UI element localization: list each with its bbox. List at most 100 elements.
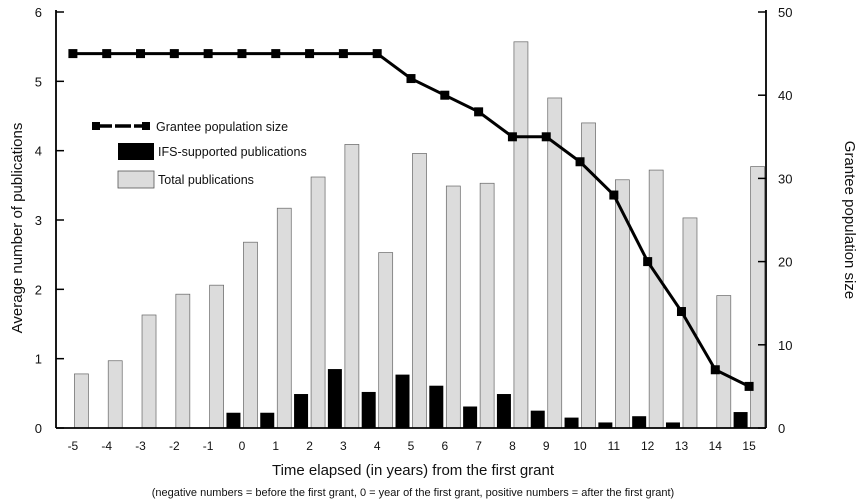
bar-total--4 xyxy=(107,360,123,429)
bar-total-8 xyxy=(513,41,529,429)
marker-grantee-population-11 xyxy=(609,190,619,200)
x-tick-label-8: 8 xyxy=(509,439,516,453)
y2-tick-label-50: 50 xyxy=(778,5,792,20)
marker-grantee-population--5 xyxy=(68,49,78,59)
x-axis-label: Time elapsed (in years) from the first g… xyxy=(272,462,555,479)
marker-grantee-population--3 xyxy=(136,49,146,59)
legend-line-marker-left xyxy=(92,122,100,130)
x-tick-label-1: 1 xyxy=(272,439,279,453)
bar-total--2 xyxy=(175,293,191,429)
y-tick-label-0: 0 xyxy=(35,421,42,436)
marker-grantee-population-5 xyxy=(406,74,416,84)
bar-ifs-6 xyxy=(429,385,444,428)
bar-total-14 xyxy=(716,295,732,429)
bar-total-4 xyxy=(378,252,394,429)
x-tick-label-11: 11 xyxy=(608,439,621,453)
x-tick-label--1: -1 xyxy=(203,439,214,453)
x-tick-label-7: 7 xyxy=(475,439,482,453)
bar-ifs-0 xyxy=(226,412,241,428)
y-axis-label: Average number of publications xyxy=(9,123,26,334)
y-tick-label-3: 3 xyxy=(35,213,42,228)
bar-ifs-1 xyxy=(260,412,275,428)
x-axis-note: (negative numbers = before the first gra… xyxy=(152,487,674,499)
y2-tick-label-10: 10 xyxy=(778,338,792,353)
bar-ifs-13 xyxy=(665,422,680,428)
bar-ifs-7 xyxy=(463,406,478,428)
marker-grantee-population-9 xyxy=(541,132,551,142)
bar-total-1 xyxy=(276,207,292,429)
bar-total-7 xyxy=(479,182,495,429)
bar-ifs-15 xyxy=(733,412,748,428)
legend-line-marker-right xyxy=(142,122,150,130)
legend-label-grantee-population: Grantee population size xyxy=(156,120,288,134)
marker-grantee-population-0 xyxy=(237,49,247,59)
x-tick-label--2: -2 xyxy=(169,439,180,453)
x-tick-label-6: 6 xyxy=(441,439,448,453)
bar-ifs-11 xyxy=(598,422,613,428)
marker-grantee-population-2 xyxy=(305,49,315,59)
y-tick-label-6: 6 xyxy=(35,5,42,20)
legend-swatch-ifs-supported xyxy=(118,143,154,160)
legend-swatch-total xyxy=(117,170,155,189)
bar-total-13 xyxy=(682,217,698,429)
marker-grantee-population-3 xyxy=(338,49,348,59)
x-tick-label--3: -3 xyxy=(135,439,146,453)
marker-grantee-population--4 xyxy=(102,49,112,59)
x-tick-label-0: 0 xyxy=(239,439,246,453)
x-tick-label-12: 12 xyxy=(641,439,655,453)
x-tick-label-2: 2 xyxy=(306,439,313,453)
bar-total-5 xyxy=(412,153,427,429)
bar-total-0 xyxy=(243,241,258,429)
marker-grantee-population-1 xyxy=(271,49,281,59)
x-tick-label-10: 10 xyxy=(573,439,587,453)
bar-total-2 xyxy=(310,176,326,429)
x-tick-label-14: 14 xyxy=(709,439,723,453)
bar-total-12 xyxy=(648,169,664,429)
bar-total--5 xyxy=(74,373,89,429)
bar-ifs-2 xyxy=(294,394,309,428)
marker-grantee-population--2 xyxy=(169,49,179,59)
marker-grantee-population-4 xyxy=(372,49,382,59)
y-tick-label-5: 5 xyxy=(35,74,42,89)
bar-ifs-8 xyxy=(496,394,511,428)
bar-ifs-5 xyxy=(395,374,410,428)
marker-grantee-population-15 xyxy=(744,381,754,391)
bar-total-3 xyxy=(344,144,360,429)
y-tick-label-1: 1 xyxy=(35,352,42,367)
bar-total--1 xyxy=(209,284,224,429)
marker-grantee-population--1 xyxy=(203,49,213,59)
line-layer xyxy=(68,49,754,391)
line-grantee-population xyxy=(72,52,750,388)
y2-tick-label-30: 30 xyxy=(778,171,792,186)
x-tick-label--4: -4 xyxy=(101,439,112,453)
legend: Grantee population size IFS-supported pu… xyxy=(92,120,307,189)
bar-ifs-9 xyxy=(530,410,545,428)
y2-tick-label-40: 40 xyxy=(778,88,792,103)
bars-layer xyxy=(74,41,765,429)
legend-label-ifs-supported: IFS-supported publications xyxy=(158,145,307,159)
x-tick-label-15: 15 xyxy=(742,439,756,453)
marker-grantee-population-7 xyxy=(474,107,484,117)
y2-axis-label: Grantee population size xyxy=(841,141,856,299)
y2-tick-label-0: 0 xyxy=(778,421,785,436)
x-tick-label-5: 5 xyxy=(408,439,415,453)
marker-grantee-population-12 xyxy=(643,257,653,267)
legend-label-total: Total publications xyxy=(158,173,254,187)
x-tick-label-13: 13 xyxy=(675,439,689,453)
marker-grantee-population-10 xyxy=(575,157,585,167)
marker-grantee-population-13 xyxy=(676,307,686,317)
x-tick-label-3: 3 xyxy=(340,439,347,453)
bar-total-11 xyxy=(615,179,630,429)
marker-grantee-population-8 xyxy=(507,132,517,142)
x-tick-label-4: 4 xyxy=(374,439,381,453)
bar-ifs-10 xyxy=(564,417,579,428)
bar-ifs-4 xyxy=(361,391,376,428)
marker-grantee-population-6 xyxy=(440,90,450,100)
y2-tick-label-20: 20 xyxy=(778,255,792,270)
x-tick-label-9: 9 xyxy=(543,439,550,453)
marker-grantee-population-14 xyxy=(710,365,720,375)
bar-total--3 xyxy=(141,314,157,429)
bar-total-6 xyxy=(445,185,461,429)
